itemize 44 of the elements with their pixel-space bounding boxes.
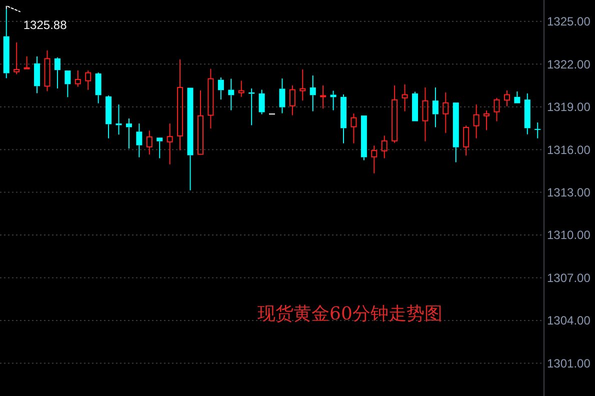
candlestick bbox=[534, 122, 541, 139]
y-tick-label: 1310.00 bbox=[547, 228, 591, 242]
candlestick bbox=[320, 84, 326, 110]
y-tick-label: 1319.00 bbox=[547, 100, 591, 114]
candlestick bbox=[381, 135, 388, 159]
candlestick bbox=[126, 118, 132, 150]
candlestick bbox=[442, 92, 449, 134]
candlestick bbox=[432, 86, 438, 128]
candlestick bbox=[166, 123, 173, 165]
candlestick bbox=[136, 123, 142, 158]
candlestick bbox=[208, 68, 214, 129]
candlestick bbox=[402, 84, 408, 112]
candlestick bbox=[258, 89, 265, 115]
candlestick bbox=[340, 94, 347, 144]
candlestick bbox=[34, 56, 40, 94]
y-tick-label: 1304.00 bbox=[547, 314, 591, 328]
candlestick bbox=[330, 90, 336, 111]
candlestick bbox=[95, 72, 102, 104]
candlestick bbox=[473, 104, 480, 139]
candlestick bbox=[228, 78, 234, 111]
candlestick bbox=[422, 86, 428, 142]
y-tick-label: 1307.00 bbox=[547, 270, 591, 285]
candlestick bbox=[218, 76, 224, 100]
candlestick bbox=[238, 80, 244, 98]
candlestick bbox=[484, 110, 490, 131]
candlestick bbox=[146, 130, 152, 156]
y-tick-label: 1322.00 bbox=[547, 57, 591, 72]
candlestick bbox=[3, 8, 10, 79]
candlestick bbox=[350, 113, 357, 144]
candlestick bbox=[371, 145, 378, 174]
y-tick-label: 1313.00 bbox=[547, 186, 591, 200]
text: 现货黄金60分钟走势图 bbox=[258, 303, 442, 324]
candlestick bbox=[106, 94, 112, 139]
y-tick-label: 1316.00 bbox=[547, 142, 591, 157]
annotation: 1325.88 bbox=[23, 18, 68, 32]
candlestick bbox=[54, 56, 60, 89]
y-tick-label: 1325.00 bbox=[547, 14, 591, 29]
candlestick bbox=[279, 78, 286, 114]
candlestick bbox=[300, 69, 306, 102]
candlestick bbox=[44, 50, 50, 92]
candlestick bbox=[310, 74, 316, 112]
candlestick bbox=[524, 92, 530, 135]
candlestick bbox=[177, 58, 184, 151]
y-tick-label: 1301.00 bbox=[547, 356, 591, 370]
